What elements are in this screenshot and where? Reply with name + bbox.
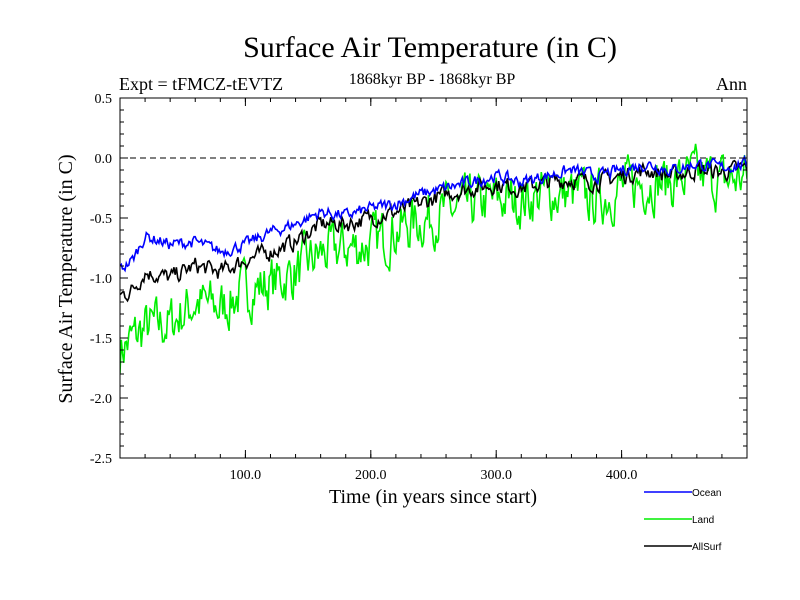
series-line-ocean — [120, 154, 747, 273]
x-tick-label: 100.0 — [230, 468, 262, 483]
series-line-land — [120, 143, 747, 374]
x-tick-label: 400.0 — [606, 468, 638, 483]
x-axis-label: Time (in years since start) — [329, 486, 537, 508]
y-tick-label: -0.5 — [90, 212, 112, 227]
period-label: 1868kyr BP - 1868kyr BP — [349, 71, 516, 88]
series-line-allsurf — [120, 159, 747, 303]
x-tick-label: 300.0 — [480, 468, 512, 483]
season-label: Ann — [716, 74, 747, 94]
y-tick-label: 0.0 — [95, 152, 113, 167]
y-axis-label: Surface Air Temperature (in C) — [55, 154, 77, 403]
x-tick-label: 200.0 — [355, 468, 387, 483]
legend-label-allsurf: AllSurf — [692, 542, 722, 553]
legend: Ocean Land AllSurf — [644, 488, 722, 553]
y-tick-label: -1.0 — [90, 272, 112, 287]
plot-frame — [119, 97, 748, 459]
y-tick-label: -1.5 — [90, 332, 112, 347]
y-tick-label: -2.5 — [90, 452, 112, 467]
legend-label-ocean: Ocean — [692, 488, 721, 499]
y-tick-label: -2.0 — [90, 392, 112, 407]
legend-label-land: Land — [692, 515, 714, 526]
experiment-label: Expt = tFMCZ-tEVTZ — [119, 74, 283, 94]
plot-area: -2.5 -2.0 -1.5 -1.0 -0.5 0.0 0.5 100.0 200.0 300.… — [90, 92, 748, 483]
y-tick-label: 0.5 — [95, 92, 113, 107]
chart-title: Surface Air Temperature (in C) — [243, 31, 617, 64]
